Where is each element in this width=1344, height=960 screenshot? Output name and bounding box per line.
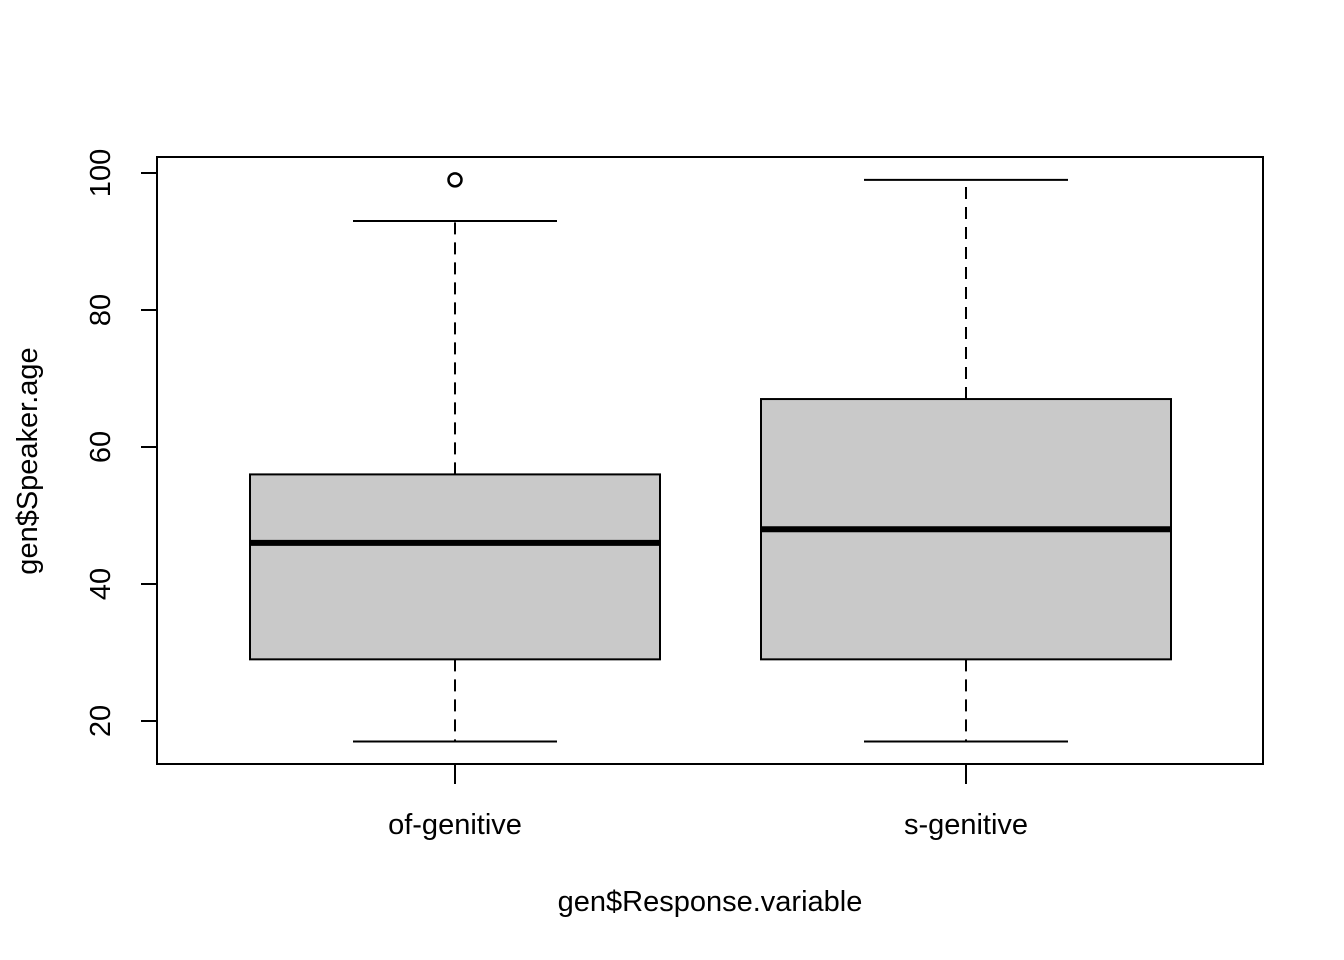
plot-frame: [156, 156, 1264, 765]
y-tick-label: 40: [85, 568, 117, 600]
y-tick-label: 80: [85, 294, 117, 326]
y-axis: 20 40 60 80 100: [85, 149, 157, 737]
x-axis: of-genitive s-genitive: [388, 764, 1028, 841]
y-axis-title: gen$Speaker.age: [12, 347, 44, 574]
y-tick-label: 20: [85, 705, 117, 737]
interquartile-box: [249, 473, 661, 661]
y-tick-label: 100: [85, 149, 117, 197]
x-tick-label: of-genitive: [388, 809, 522, 841]
x-axis-title: gen$Response.variable: [558, 886, 863, 918]
boxes-layer: [249, 172, 1172, 743]
y-tick-label: 60: [85, 431, 117, 463]
outlier-point: [447, 172, 463, 188]
x-tick-label: s-genitive: [904, 809, 1028, 841]
box-of-genitive: [249, 172, 661, 743]
box-s-genitive: [760, 178, 1172, 743]
